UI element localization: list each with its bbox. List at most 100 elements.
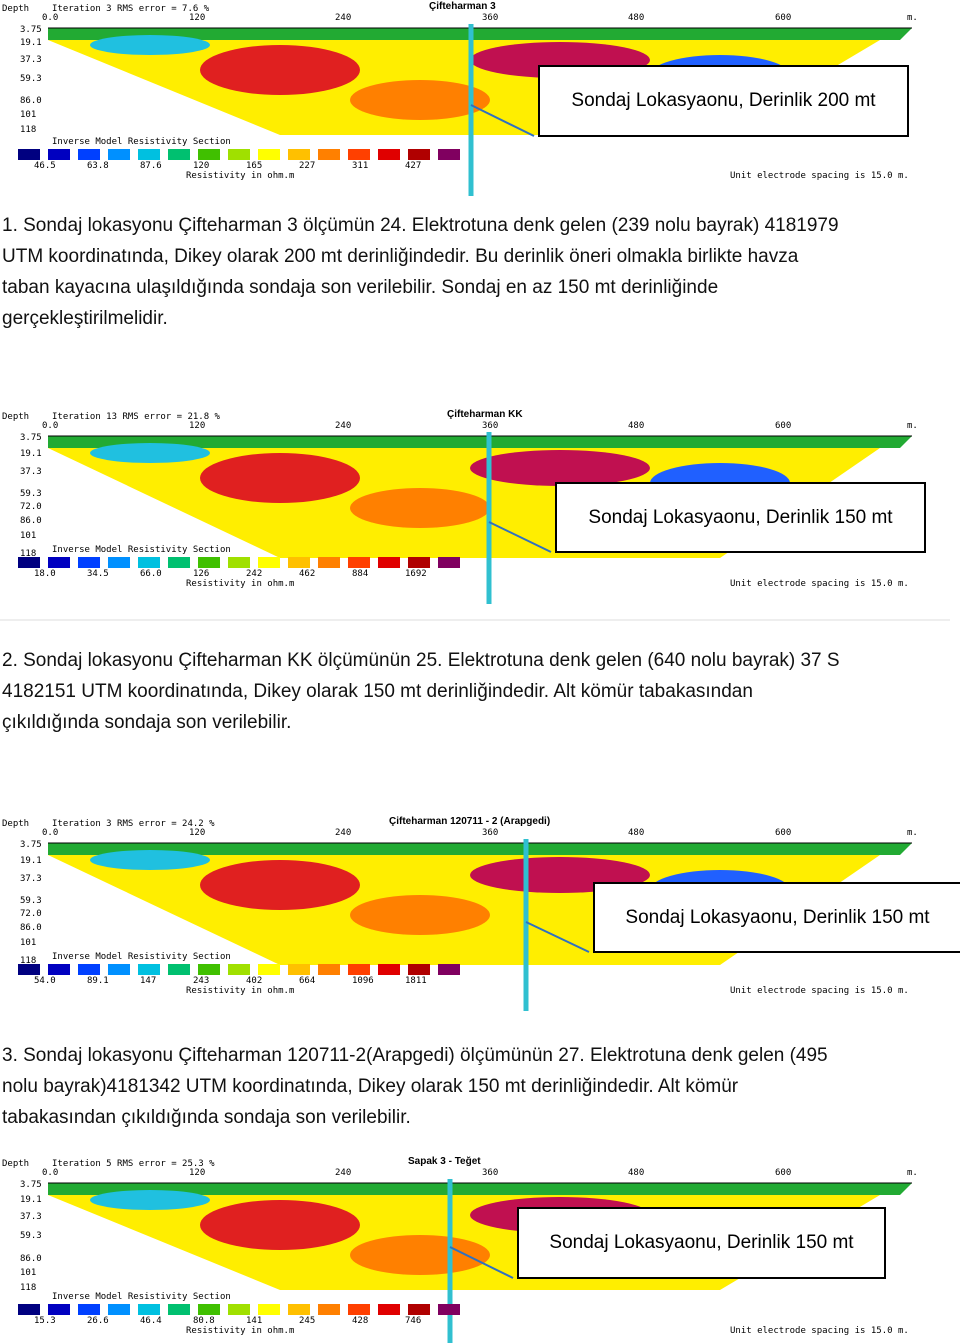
iteration: Iteration 13 RMS error = 21.8 %	[52, 412, 220, 422]
paragraph-line: çıkıldığında sondaja son verilebilir.	[2, 712, 292, 733]
blob	[350, 488, 490, 528]
legend-swatch	[438, 964, 460, 975]
depth-tick: 3.75	[20, 1180, 42, 1190]
x-tick: 120	[189, 828, 206, 838]
x-tick: m.	[907, 421, 918, 431]
legend-swatch	[138, 149, 160, 160]
legend-swatch	[18, 149, 40, 160]
legend-swatch	[258, 1304, 280, 1315]
legend-swatch	[318, 149, 340, 160]
legend-swatch	[18, 557, 40, 568]
section-band	[48, 843, 912, 855]
legend-value: 15.3	[34, 1316, 56, 1326]
legend-value: 311	[352, 161, 369, 171]
depth-tick: 37.3	[20, 467, 42, 477]
x-tick: m.	[907, 13, 918, 23]
depth-tick: 86.0	[20, 1254, 42, 1264]
legend-swatch	[228, 149, 250, 160]
depth-tick: 59.3	[20, 74, 42, 84]
depth-tick: 101	[20, 1268, 37, 1278]
legend-swatch	[378, 149, 400, 160]
legend-swatch	[318, 964, 340, 975]
depth-tick: 72.0	[20, 909, 42, 919]
legend-swatch	[48, 964, 70, 975]
legend-swatch	[78, 149, 100, 160]
legend-swatch	[198, 557, 220, 568]
legend-swatch	[348, 1304, 370, 1315]
legend-value: 227	[299, 161, 316, 171]
depth-tick: 118	[20, 549, 37, 559]
legend-unit: Resistivity in ohm.m	[186, 171, 295, 181]
legend-swatch	[228, 964, 250, 975]
legend-value: 141	[246, 1316, 263, 1326]
blob	[90, 850, 210, 870]
legend-swatch	[408, 964, 430, 975]
legend-swatch	[108, 557, 130, 568]
legend-swatch	[198, 149, 220, 160]
legend-swatch	[78, 1304, 100, 1315]
blob	[90, 35, 210, 55]
legend-swatch	[348, 557, 370, 568]
legend-swatch	[438, 557, 460, 568]
arrow	[470, 104, 535, 137]
depth-tick: 59.3	[20, 1231, 42, 1241]
depth-tick: 37.3	[20, 874, 42, 884]
depth-tick: 101	[20, 110, 37, 120]
legend-swatch	[408, 557, 430, 568]
section-band	[48, 28, 912, 40]
legend-swatch	[288, 1304, 310, 1315]
legend-swatch	[378, 557, 400, 568]
section-title: Çifteharman 120711 - 2 (Arapgedi)	[389, 816, 551, 827]
callout: Sondaj Lokasyaonu, Derinlik 150 mt	[593, 882, 960, 953]
depth-label: Depth	[2, 819, 30, 829]
x-tick: 600	[775, 1168, 792, 1178]
legend-value: 1811	[405, 976, 427, 986]
legend-swatch	[198, 964, 220, 975]
depth-tick: 118	[20, 125, 37, 135]
legend-swatch	[258, 964, 280, 975]
legend-value: 664	[299, 976, 316, 986]
section-label: Inverse Model Resistivity Section	[52, 545, 231, 555]
x-tick: 120	[189, 421, 206, 431]
legend-swatch	[288, 149, 310, 160]
legend-swatch	[78, 964, 100, 975]
legend-swatch	[138, 557, 160, 568]
depth-tick: 19.1	[20, 449, 42, 459]
iteration: Iteration 3 RMS error = 7.6 %	[52, 4, 210, 14]
legend-swatch	[288, 557, 310, 568]
section-label: Inverse Model Resistivity Section	[52, 952, 231, 962]
x-tick: 120	[189, 1168, 206, 1178]
legend-value: 147	[140, 976, 157, 986]
legend-value: 126	[193, 569, 210, 579]
legend-value: 427	[405, 161, 422, 171]
blob	[200, 453, 360, 503]
depth-tick: 19.1	[20, 1195, 42, 1205]
legend-swatch	[438, 149, 460, 160]
legend-swatch	[108, 1304, 130, 1315]
legend-swatch	[348, 964, 370, 975]
legend-swatch	[318, 557, 340, 568]
legend-swatch	[198, 1304, 220, 1315]
blob	[350, 895, 490, 935]
legend-value: 66.0	[140, 569, 162, 579]
paragraph-line: tabakasından çıkıldığında sondaja son ve…	[2, 1107, 411, 1128]
legend-swatch	[228, 1304, 250, 1315]
x-tick: 120	[189, 13, 206, 23]
legend-swatch	[138, 964, 160, 975]
blob	[350, 80, 490, 120]
section-band	[48, 1183, 912, 1195]
x-tick: 480	[628, 421, 645, 431]
depth-tick: 86.0	[20, 96, 42, 106]
blob	[200, 860, 360, 910]
depth-tick: 3.75	[20, 25, 42, 35]
depth-tick: 37.3	[20, 1212, 42, 1222]
legend-value: 884	[352, 569, 369, 579]
legend-swatch	[48, 149, 70, 160]
depth-tick: 101	[20, 531, 37, 541]
legend-swatch	[18, 964, 40, 975]
x-tick: 480	[628, 13, 645, 23]
legend-value: 87.6	[140, 161, 162, 171]
x-tick: 600	[775, 828, 792, 838]
section-title: Çifteharman KK	[447, 409, 523, 420]
